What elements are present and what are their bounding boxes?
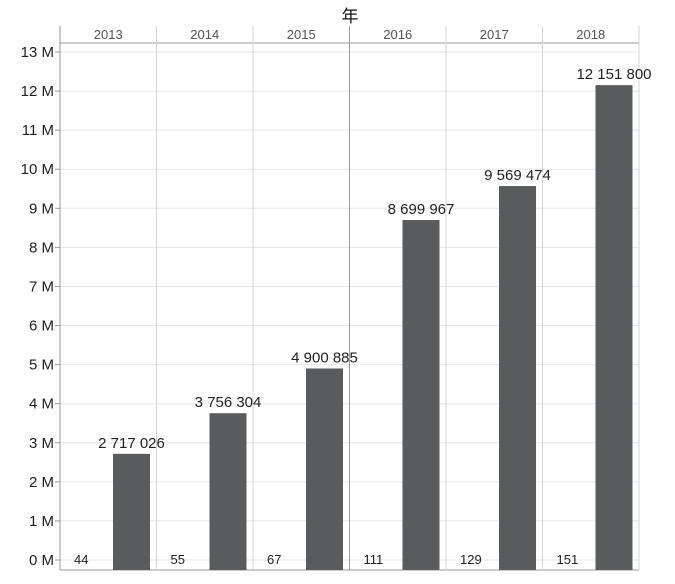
y-tick-label: 10 M [21, 161, 54, 178]
year-header: 2015 [287, 27, 316, 42]
y-axis: 0 M 1 M 2 M 3 M 4 M 5 M 6 M 7 M 8 M 9 M 10 M 11 M 12… [21, 26, 61, 570]
y-tick-label: 1 M [29, 513, 54, 530]
value-label: 9 569 474 [484, 167, 551, 184]
bar [402, 220, 440, 571]
bar [306, 368, 343, 570]
y-tick-label: 12 M [21, 83, 54, 100]
year-header: 2014 [190, 27, 219, 42]
column-dividers [60, 26, 640, 571]
bar [113, 453, 150, 570]
year-header: 2016 [383, 27, 412, 42]
column-headers: 2013 2014 2015 2016 2017 2018 [94, 27, 605, 42]
bar [595, 85, 633, 570]
count-label: 55 [171, 552, 185, 567]
value-label: 12 151 800 [576, 66, 651, 83]
bar [499, 186, 536, 571]
bars [113, 85, 633, 571]
bar [209, 413, 247, 570]
y-tick-label: 7 M [29, 278, 54, 295]
y-tick-label: 8 M [29, 239, 54, 256]
y-tick-label: 9 M [29, 200, 54, 217]
chart-title: 年 [342, 7, 359, 26]
year-header: 2018 [576, 27, 605, 42]
value-label: 4 900 885 [291, 349, 358, 366]
y-tick-label: 6 M [29, 318, 54, 335]
value-label: 8 699 967 [388, 201, 455, 218]
y-tick-label: 11 M [22, 122, 54, 139]
count-label: 67 [267, 552, 281, 567]
y-tick-label: 2 M [29, 474, 54, 491]
year-header: 2013 [94, 27, 123, 42]
count-label: 151 [557, 552, 579, 567]
y-tick-label: 13 M [21, 44, 54, 61]
value-label: 3 756 304 [195, 394, 262, 411]
count-label: 129 [460, 552, 482, 567]
value-label: 2 717 026 [98, 435, 165, 452]
y-tick-label: 5 M [29, 357, 54, 374]
y-tick-label: 0 M [29, 552, 54, 569]
year-header: 2017 [480, 27, 509, 42]
y-tick-label: 4 M [29, 396, 54, 413]
value-labels: 2 717 026 3 756 304 4 900 885 8 699 967 9 56… [98, 66, 651, 452]
count-labels: 44 55 67 111 129 151 [74, 552, 578, 567]
y-tick-label: 3 M [29, 435, 54, 452]
count-label: 111 [364, 552, 384, 567]
count-label: 44 [74, 552, 88, 567]
